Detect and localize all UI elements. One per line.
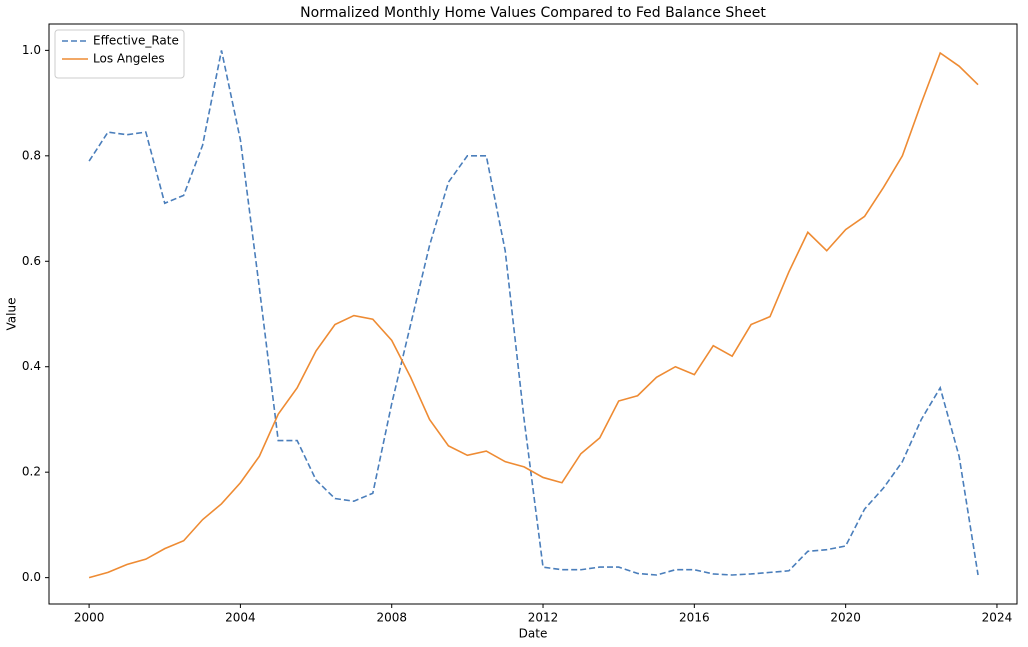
- plot-frame: [48, 23, 1018, 605]
- y-tick-label: 0.4: [22, 359, 41, 373]
- y-tick-label: 0.2: [22, 465, 41, 479]
- x-tick-label: 2004: [225, 611, 256, 625]
- x-tick-label: 2008: [376, 611, 407, 625]
- y-axis-label: Value: [5, 298, 19, 331]
- legend-box: [54, 29, 185, 79]
- y-tick-label: 0.8: [22, 148, 41, 162]
- legend-label: Effective_Rate: [93, 34, 179, 48]
- y-tick-label: 0.6: [22, 254, 41, 268]
- x-tick-label: 2000: [74, 611, 105, 625]
- series-line: [88, 50, 979, 576]
- x-tick-label: 2024: [982, 611, 1013, 625]
- x-tick-label: 2012: [528, 611, 559, 625]
- legend-label: Los Angeles: [93, 52, 165, 66]
- series-line: [88, 51, 979, 579]
- x-tick-label: 2016: [679, 611, 710, 625]
- x-tick-label: 2020: [830, 611, 861, 625]
- y-tick-label: 0.0: [22, 570, 41, 584]
- x-axis-label: Date: [519, 627, 548, 641]
- y-tick-label: 1.0: [22, 43, 41, 57]
- chart-title: Normalized Monthly Home Values Compared …: [300, 5, 766, 21]
